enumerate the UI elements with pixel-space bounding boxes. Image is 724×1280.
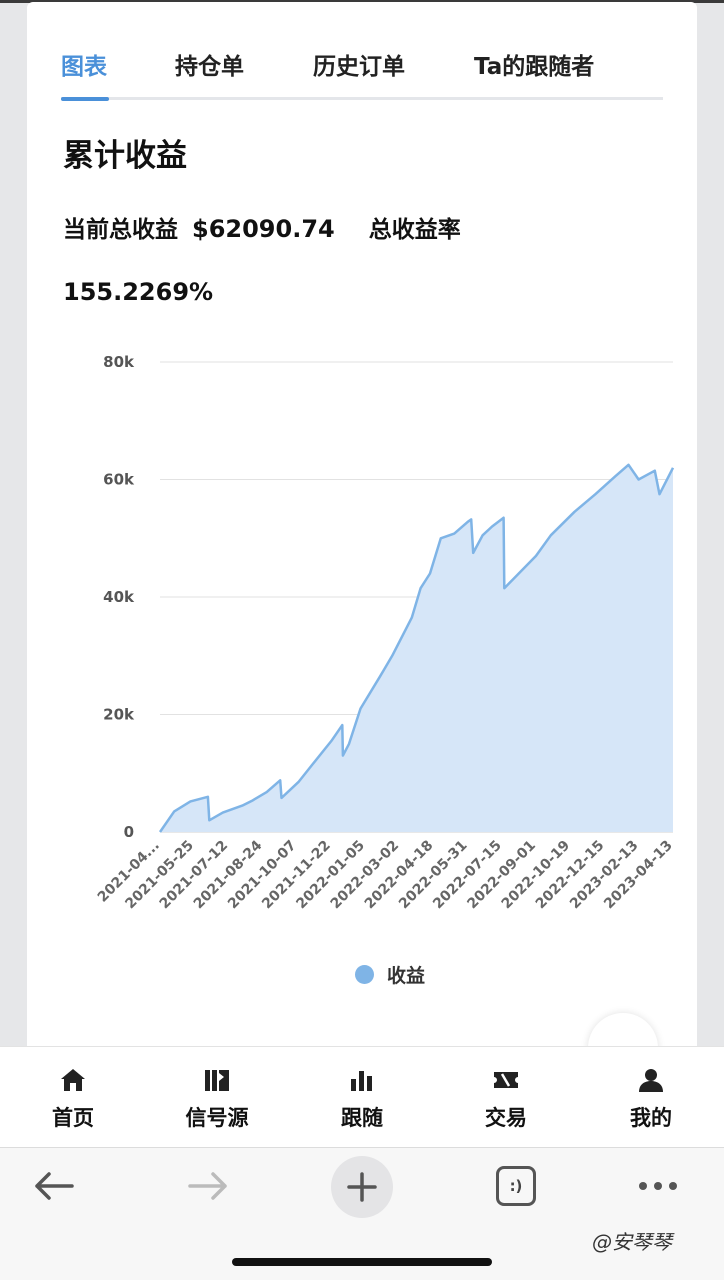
nav-label-mine: 我的 [630,1106,672,1130]
signal-source-icon [205,1070,229,1091]
y-tick-label: 80k [103,353,135,371]
plus-icon [347,1172,377,1202]
user-icon [639,1069,663,1092]
y-tick-label: 0 [124,823,134,841]
nav-item-follow[interactable]: 跟随 [307,1047,417,1147]
nav-label-follow: 跟随 [341,1106,383,1130]
ticket-icon [494,1072,518,1088]
tab-order-history[interactable]: 历史订单 [313,54,405,80]
chart-legend[interactable]: 收益 [355,962,426,987]
more-options-icon[interactable] [636,1178,680,1194]
y-tick-label: 20k [103,706,135,724]
active-tab-indicator [61,97,109,101]
new-tab-button[interactable] [331,1156,393,1218]
nav-label-home: 首页 [52,1106,94,1130]
tab-chart[interactable]: 图表 [61,54,107,80]
cumulative-profit-chart[interactable]: 020k40k60k80k2021-04...2021-05-252021-07… [54,332,694,942]
series-area [160,464,673,832]
total-profit-label: 当前总收益 [63,217,178,243]
home-indicator [232,1258,492,1266]
nav-label-trade: 交易 [485,1106,527,1130]
tab-bar: 图表 持仓单 历史订单 Ta的跟随者 [61,52,663,100]
home-icon [61,1069,85,1091]
tabs-button[interactable]: :) [496,1166,536,1206]
tab-followers[interactable]: Ta的跟随者 [474,54,595,80]
back-arrow-icon[interactable] [32,1170,76,1202]
nav-item-signal-source[interactable]: 信号源 [162,1047,272,1147]
y-tick-label: 40k [103,588,135,606]
total-profit-value: $62090.74 [192,215,335,243]
content-card: 图表 持仓单 历史订单 Ta的跟随者 累计收益 当前总收益 $62090.74 总收… [27,2,697,1062]
profit-rate-value: 155.2269% [63,278,214,306]
y-tick-label: 60k [103,471,135,489]
forward-arrow-icon[interactable] [186,1170,230,1202]
nav-label-signal-source: 信号源 [185,1106,249,1130]
bar-chart-icon [351,1071,372,1091]
nav-item-home[interactable]: 首页 [18,1047,128,1147]
tab-positions[interactable]: 持仓单 [175,54,244,80]
section-title: 累计收益 [63,138,187,174]
profit-rate-label: 总收益率 [368,217,461,243]
summary-line: 当前总收益 $62090.74 总收益率 [63,210,461,244]
series-line [158,463,675,833]
bottom-nav: 首页 信号源 跟随 交易 我的 [0,1046,724,1148]
nav-item-mine[interactable]: 我的 [596,1047,706,1147]
watermark: @安琴琴 [592,1230,672,1254]
status-bar-edge [0,0,724,3]
nav-item-trade[interactable]: 交易 [451,1047,561,1147]
legend-label: 收益 [387,964,426,987]
legend-swatch [355,964,374,984]
